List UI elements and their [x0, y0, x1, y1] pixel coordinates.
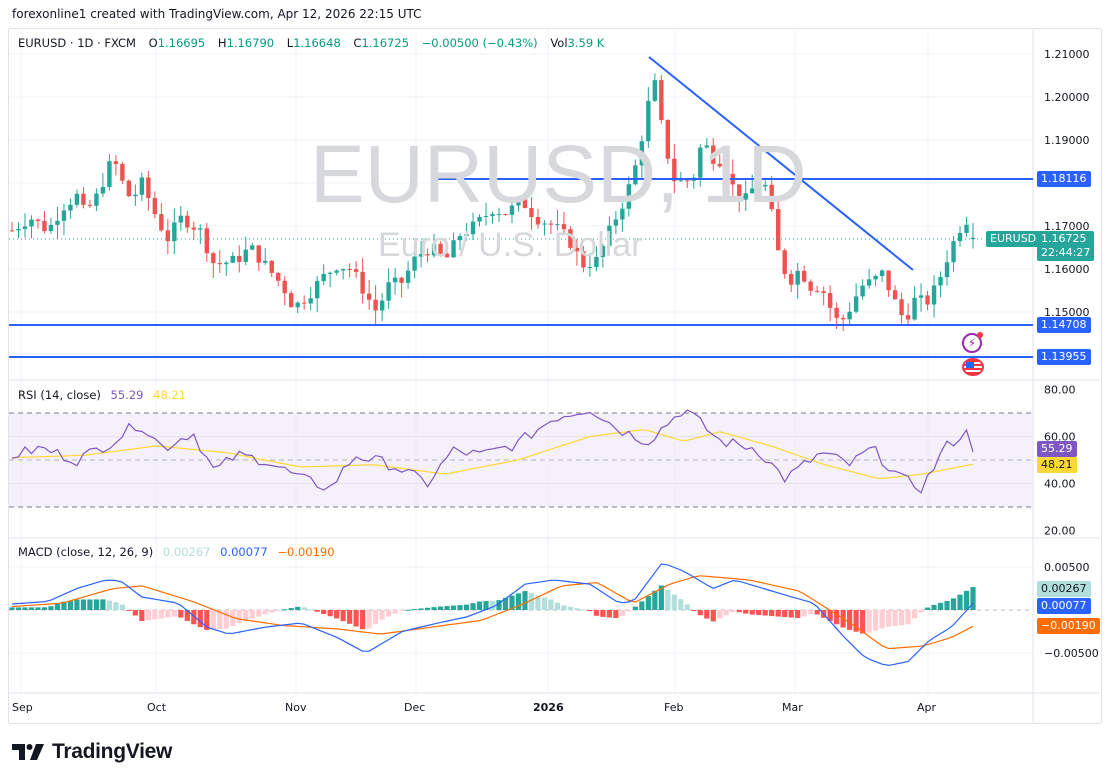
symbol-legend: EURUSD · 1D · FXCM O1.16695 H1.16790 L1.… [18, 36, 604, 50]
svg-text:40.00: 40.00 [1044, 478, 1076, 491]
rsi-legend: RSI (14, close) 55.29 48.21 [18, 388, 186, 402]
level-tag-2: 1.14708 [1037, 317, 1091, 333]
level-tag-3: 1.13955 [1037, 349, 1091, 365]
brand-name: TradingView [52, 740, 173, 763]
svg-text:80.00: 80.00 [1044, 384, 1076, 397]
svg-text:1.15000: 1.15000 [1044, 306, 1090, 319]
symbol-name[interactable]: EURUSD · 1D · FXCM [18, 36, 136, 50]
svg-text:1.19000: 1.19000 [1044, 134, 1090, 147]
open-value: 1.16695 [157, 36, 206, 50]
rsi-title[interactable]: RSI (14, close) [18, 388, 101, 402]
volume-value: 3.59 K [567, 36, 605, 50]
high-value: 1.16790 [226, 36, 275, 50]
svg-text:0.00500: 0.00500 [1044, 561, 1090, 574]
macd-histogram-tag: 0.00267 [1037, 581, 1091, 597]
rsi-ma-tag: 48.21 [1037, 457, 1077, 473]
level-tag-1: 1.18116 [1037, 171, 1091, 187]
current-price-tag: 1.16725 22:44:27 [1037, 231, 1095, 261]
svg-text:Mar: Mar [782, 701, 803, 714]
chart-caption: forexonline1 created with TradingView.co… [12, 7, 422, 21]
svg-text:−0.00500: −0.00500 [1044, 647, 1099, 660]
symbol-tag: EURUSD [986, 231, 1041, 247]
macd-line-tag: 0.00077 [1037, 598, 1091, 614]
macd-signal-value: −0.00190 [277, 545, 335, 559]
macd-signal-tag: −0.00190 [1037, 618, 1100, 634]
rsi-ma-value: 48.21 [153, 388, 187, 402]
svg-text:60.00: 60.00 [1044, 431, 1076, 444]
low-label: L [286, 36, 294, 50]
tradingview-logo[interactable]: TradingView [12, 740, 172, 764]
svg-text:2026: 2026 [533, 701, 564, 714]
svg-text:Feb: Feb [664, 701, 683, 714]
macd-legend: MACD (close, 12, 26, 9) 0.00267 0.00077 … [18, 545, 335, 559]
rsi-value-tag: 55.29 [1037, 441, 1077, 457]
low-value: 1.16648 [293, 36, 341, 50]
current-price: 1.16725 [1041, 232, 1087, 245]
svg-text:Nov: Nov [285, 701, 307, 714]
flash-event-icon[interactable]: ⚡ [962, 332, 983, 353]
macd-histogram-value: 0.00267 [162, 545, 211, 559]
svg-text:Oct: Oct [147, 701, 167, 714]
macd-title[interactable]: MACD (close, 12, 26, 9) [18, 545, 154, 559]
svg-text:1.20000: 1.20000 [1044, 91, 1090, 104]
svg-text:Dec: Dec [404, 701, 425, 714]
svg-text:1.16000: 1.16000 [1044, 263, 1090, 276]
close-label: C [353, 36, 362, 50]
us-flag-event-icon[interactable] [962, 358, 984, 376]
svg-text:20.00: 20.00 [1044, 525, 1076, 538]
svg-text:1.21000: 1.21000 [1044, 48, 1090, 61]
open-label: O [148, 36, 158, 50]
rsi-value: 55.29 [110, 388, 144, 402]
bar-countdown: 22:44:27 [1041, 246, 1091, 259]
svg-text:Sep: Sep [12, 701, 33, 714]
svg-text:Apr: Apr [917, 701, 937, 714]
high-label: H [217, 36, 227, 50]
tradingview-logo-icon [12, 744, 44, 760]
close-value: 1.16725 [361, 36, 410, 50]
change-value: −0.00500 (−0.43%) [421, 36, 538, 50]
macd-line-value: 0.00077 [220, 545, 268, 559]
svg-text:1.17000: 1.17000 [1044, 220, 1090, 233]
volume-label: Vol [550, 36, 568, 50]
